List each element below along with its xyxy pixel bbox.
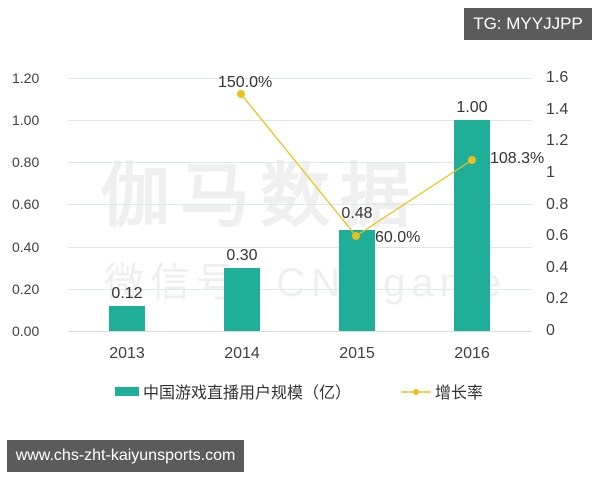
growth-value-label: 60.0% <box>375 229 421 246</box>
right-axis-tick: 0.6 <box>546 227 569 244</box>
bar-2014 <box>224 268 260 331</box>
bar-2016 <box>454 120 490 331</box>
bar-value-label: 1.00 <box>456 99 488 116</box>
growth-value-label: 108.3% <box>490 150 545 167</box>
left-axis-tick: 1.20 <box>12 70 40 86</box>
legend-line-label: 增长率 <box>435 385 484 402</box>
growth-point <box>468 156 476 164</box>
url-badge: www.chs-zht-kaiyunsports.com <box>7 440 244 472</box>
bar-2015 <box>339 230 375 331</box>
gridline <box>68 289 532 290</box>
right-axis-tick: 0 <box>546 322 555 339</box>
left-axis-tick: 0.60 <box>12 196 40 212</box>
right-axis-tick: 0.4 <box>546 259 569 276</box>
left-axis-tick: 0.40 <box>12 239 40 255</box>
left-axis-tick: 1.00 <box>12 112 40 128</box>
bar-value-label: 0.48 <box>341 205 373 222</box>
legend-line-swatch-icon <box>401 385 432 397</box>
right-axis-tick: 1.4 <box>546 101 569 118</box>
left-axis-tick: 0.80 <box>12 154 40 170</box>
x-axis-label: 2013 <box>109 345 145 362</box>
growth-point <box>352 232 360 240</box>
x-axis-label: 2015 <box>339 345 375 362</box>
gridline <box>68 204 532 205</box>
left-axis-tick: 0.20 <box>12 281 40 297</box>
legend-bar-swatch-icon <box>115 386 139 396</box>
left-axis-tick: 0.00 <box>12 323 40 339</box>
legend-bar-label: 中国游戏直播用户规模（亿） <box>143 385 352 402</box>
tg-badge: TG: MYYJJPP <box>464 8 592 40</box>
legend: 中国游戏直播用户规模（亿） 增长率 <box>115 380 483 402</box>
gridline <box>68 247 532 248</box>
x-axis-label: 2014 <box>224 345 260 362</box>
x-axis-line <box>68 331 532 332</box>
watermark-wechat: 微信号: CNGgame <box>104 261 508 305</box>
bar-value-label: 0.30 <box>226 247 258 264</box>
bar-2013 <box>109 306 145 331</box>
gridline <box>68 120 532 121</box>
right-axis-tick: 0.8 <box>546 196 569 213</box>
right-axis-tick: 0.2 <box>546 290 569 307</box>
right-axis-tick: 1.2 <box>546 132 569 149</box>
right-axis-tick: 1.6 <box>546 69 569 86</box>
gridline <box>68 78 532 79</box>
right-axis-tick: 1 <box>546 164 555 181</box>
watermark-brand: 伽马数据 <box>100 157 420 235</box>
growth-point <box>237 90 245 98</box>
bar-value-label: 0.12 <box>111 285 143 302</box>
x-axis-label: 2016 <box>454 345 490 362</box>
gridline <box>68 162 532 163</box>
growth-value-label: 150.0% <box>218 74 273 91</box>
